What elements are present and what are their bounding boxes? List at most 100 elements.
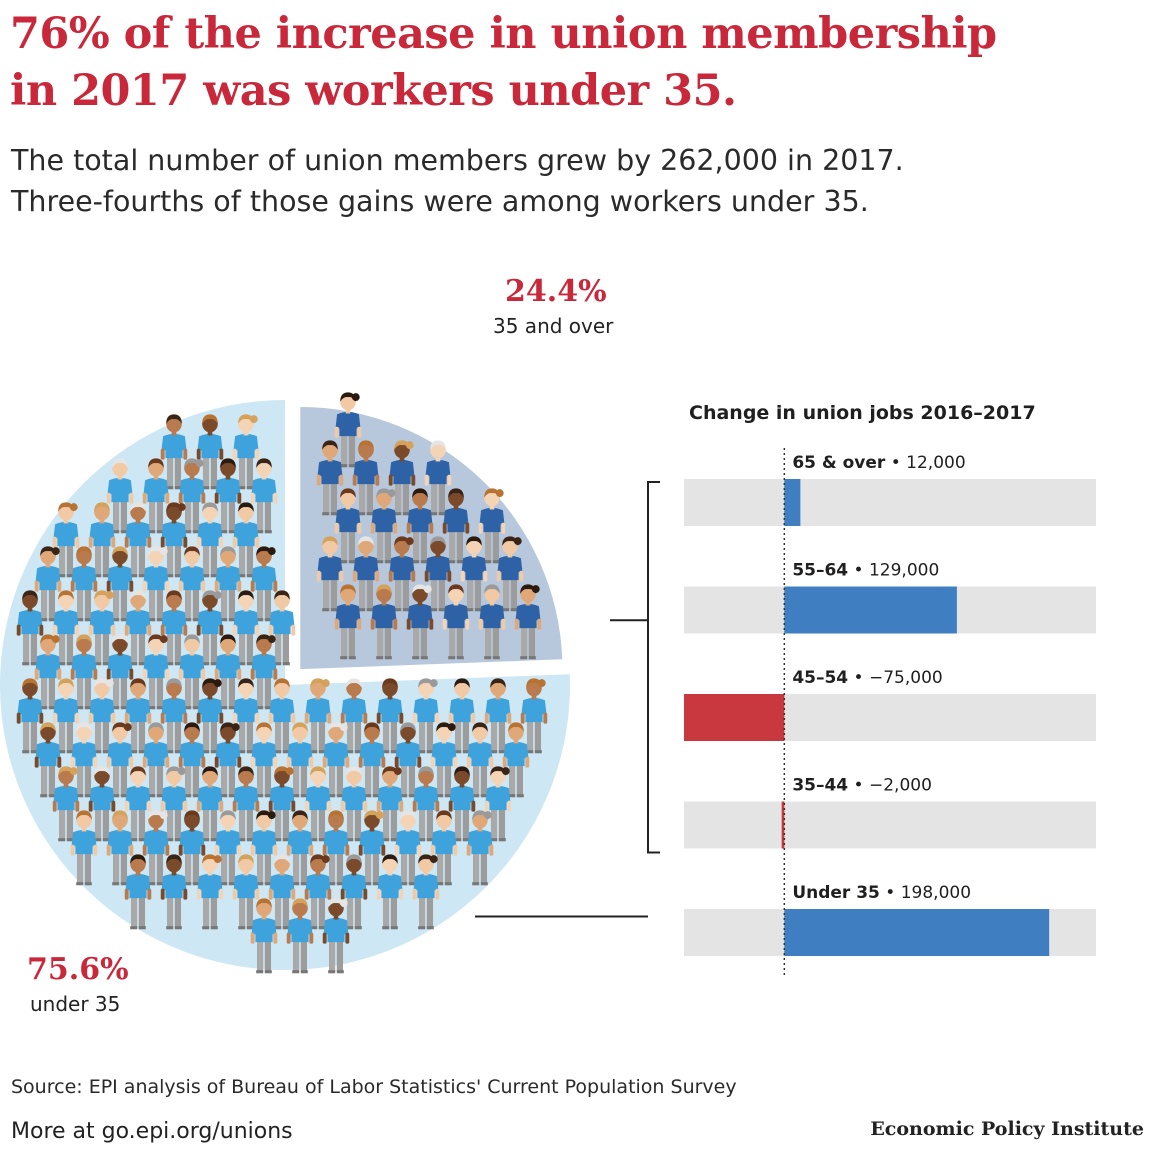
pie-label-over-35-text: 35 and over	[493, 314, 614, 338]
bar-row: 65 & over • 12,000	[684, 453, 1096, 526]
person-figure	[340, 766, 368, 842]
person-figure	[70, 722, 98, 798]
person-figure	[178, 722, 206, 798]
person-figure	[406, 584, 434, 660]
person-figure	[268, 766, 296, 842]
person-figure	[34, 634, 62, 710]
person-figure	[304, 854, 332, 930]
person-figure	[106, 634, 134, 710]
headline-line-2: in 2017 was workers under 35.	[10, 66, 737, 116]
person-figure	[448, 766, 476, 842]
person-figure	[412, 766, 440, 842]
person-figure	[124, 502, 152, 578]
pie-label-under-35-value: 75.6%	[27, 952, 129, 987]
bar-value-label: 12,000	[906, 453, 965, 473]
bar	[784, 909, 1050, 956]
person-figure	[406, 488, 434, 564]
person-figure	[70, 634, 98, 710]
people-illustration	[16, 392, 548, 974]
person-figure	[250, 898, 278, 974]
person-figure	[316, 536, 344, 612]
person-figure	[52, 502, 80, 578]
person-figure	[88, 590, 116, 666]
bar-separator: •	[848, 776, 869, 796]
person-figure	[250, 634, 278, 710]
person-figure	[196, 766, 224, 842]
person-figure	[160, 854, 188, 930]
bar	[784, 479, 801, 526]
person-figure	[196, 854, 224, 930]
person-figure	[160, 678, 188, 754]
person-figure	[502, 722, 530, 798]
person-figure	[268, 854, 296, 930]
person-figure	[514, 584, 542, 660]
headline: 76% of the increase in union membership …	[10, 6, 1150, 120]
bar-separator: •	[848, 668, 869, 688]
person-figure	[214, 546, 242, 622]
person-figure	[268, 590, 296, 666]
person-figure	[250, 546, 278, 622]
person-figure	[334, 392, 362, 468]
person-figure	[106, 458, 134, 534]
person-figure	[286, 810, 314, 886]
bar-value-label: 198,000	[901, 883, 971, 903]
person-figure	[124, 854, 152, 930]
person-figure	[424, 536, 452, 612]
bar	[684, 694, 785, 741]
bar-category-label: 55–64	[792, 561, 848, 581]
person-figure	[388, 536, 416, 612]
person-figure	[232, 414, 260, 490]
source-note: Source: EPI analysis of Bureau of Labor …	[11, 1076, 737, 1098]
person-figure	[232, 590, 260, 666]
person-figure	[466, 810, 494, 886]
person-figure	[34, 722, 62, 798]
person-figure	[34, 546, 62, 622]
person-figure	[214, 458, 242, 534]
person-figure	[232, 766, 260, 842]
person-figure	[88, 678, 116, 754]
bar-row: 35–44 • −2,000	[684, 776, 1096, 849]
subtitle: The total number of union members grew b…	[11, 140, 1151, 222]
person-figure	[322, 722, 350, 798]
person-figure	[484, 678, 512, 754]
person-figure	[304, 678, 332, 754]
person-figure	[442, 584, 470, 660]
person-figure	[250, 458, 278, 534]
person-figure	[232, 502, 260, 578]
person-figure	[394, 722, 422, 798]
person-figure	[214, 634, 242, 710]
bar-category-label: 35–44	[792, 776, 848, 796]
bar-chart-title: Change in union jobs 2016–2017	[689, 402, 1036, 424]
person-figure	[442, 488, 470, 564]
person-figure	[322, 810, 350, 886]
bar-separator: •	[848, 561, 869, 581]
person-figure	[232, 854, 260, 930]
person-figure	[124, 678, 152, 754]
person-figure	[304, 766, 332, 842]
bar-label: 55–64 • 129,000	[792, 561, 939, 581]
person-figure	[352, 536, 380, 612]
person-figure	[232, 678, 260, 754]
person-figure	[214, 810, 242, 886]
person-figure	[124, 590, 152, 666]
bar-label: 35–44 • −2,000	[792, 776, 932, 796]
person-figure	[178, 810, 206, 886]
bar-chart: Change in union jobs 2016–2017 65 & over…	[475, 402, 1096, 978]
bar-brackets	[475, 481, 660, 918]
more-link[interactable]: More at go.epi.org/unions	[11, 1119, 293, 1144]
person-figure	[430, 810, 458, 886]
person-figure	[196, 502, 224, 578]
person-figure	[106, 546, 134, 622]
person-figure	[370, 488, 398, 564]
person-figure	[412, 678, 440, 754]
brand-logo: Economic Policy Institute	[870, 1118, 1144, 1140]
person-figure	[196, 414, 224, 490]
person-figure	[160, 766, 188, 842]
bar-value-label: 129,000	[869, 561, 939, 581]
person-figure	[478, 584, 506, 660]
bar-track	[684, 479, 1096, 526]
person-figure	[286, 898, 314, 974]
person-figure	[52, 590, 80, 666]
person-figure	[322, 898, 350, 974]
person-figure	[160, 414, 188, 490]
